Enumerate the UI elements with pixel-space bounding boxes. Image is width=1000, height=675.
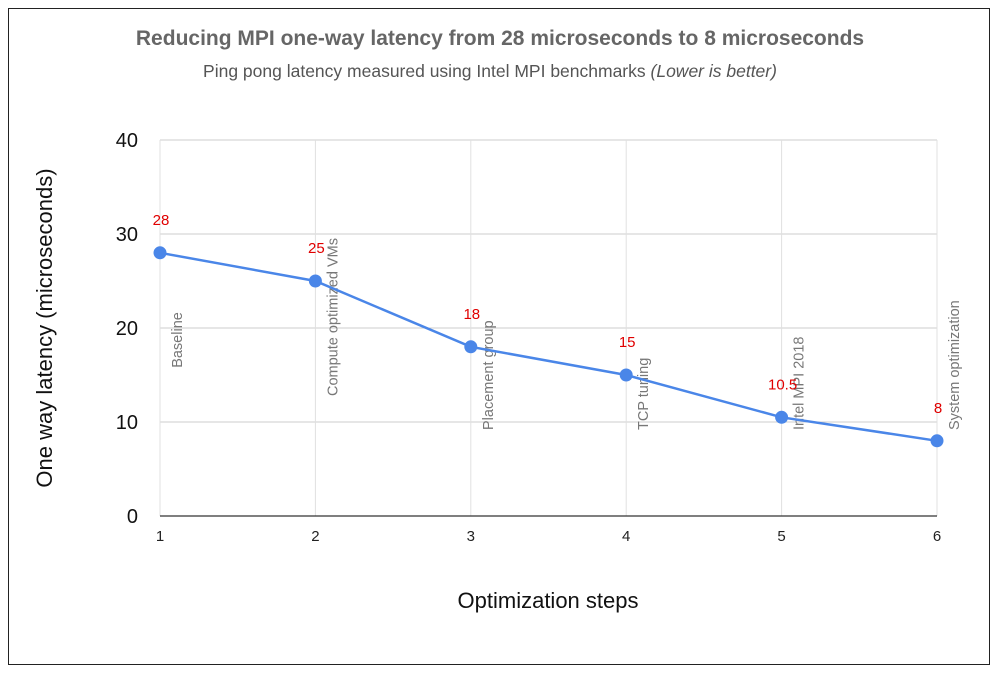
step-annotation: Baseline <box>170 312 186 368</box>
data-points <box>153 246 944 448</box>
x-tick-label: 5 <box>777 528 785 545</box>
y-tick-label: 20 <box>116 318 138 340</box>
step-annotation: Placement group <box>481 320 497 430</box>
x-tick-label: 6 <box>933 528 941 545</box>
data-point <box>930 434 944 448</box>
chart-subtitle: Ping pong latency measured using Intel M… <box>203 61 777 81</box>
y-tick-label: 30 <box>116 224 138 246</box>
x-axis-label: Optimization steps <box>458 588 639 613</box>
x-tick-label: 2 <box>311 528 319 545</box>
y-axis-ticks: 0 10 20 30 40 <box>116 130 138 528</box>
subtitle-note: (Lower is better) <box>651 61 777 81</box>
data-point <box>775 410 789 424</box>
step-annotations: Baseline Compute optimized VMs Placement g… <box>170 238 963 430</box>
data-label: 10.5 <box>768 376 797 393</box>
subtitle-main: Ping pong latency measured using Intel M… <box>203 61 646 81</box>
data-point <box>464 340 478 354</box>
data-label: 28 <box>153 212 170 229</box>
x-tick-label: 4 <box>622 528 630 545</box>
data-label: 18 <box>463 306 480 323</box>
step-annotation: System optimization <box>947 300 963 430</box>
x-tick-label: 3 <box>467 528 475 545</box>
data-point <box>619 368 633 382</box>
gridlines <box>159 139 938 517</box>
step-annotation: Intel MPI 2018 <box>792 337 808 431</box>
data-label: 15 <box>619 334 636 351</box>
y-tick-label: 0 <box>127 506 138 528</box>
chart-frame <box>8 8 990 665</box>
data-labels: 28 25 18 15 10.5 8 <box>153 212 943 417</box>
x-axis-ticks: 1 2 3 4 5 6 <box>156 528 941 545</box>
x-tick-label: 1 <box>156 528 164 545</box>
data-label: 8 <box>934 400 942 417</box>
series-line <box>159 251 938 443</box>
step-annotation: Compute optimized VMs <box>325 238 341 396</box>
data-label: 25 <box>308 240 325 257</box>
y-tick-label: 10 <box>116 412 138 434</box>
data-point <box>153 246 167 260</box>
data-point <box>308 274 322 288</box>
y-tick-label: 40 <box>116 130 138 152</box>
chart-title: Reducing MPI one-way latency from 28 mic… <box>136 27 864 50</box>
y-axis-label: One way latency (microseconds) <box>32 168 57 487</box>
step-annotation: TCP tuning <box>636 358 652 430</box>
